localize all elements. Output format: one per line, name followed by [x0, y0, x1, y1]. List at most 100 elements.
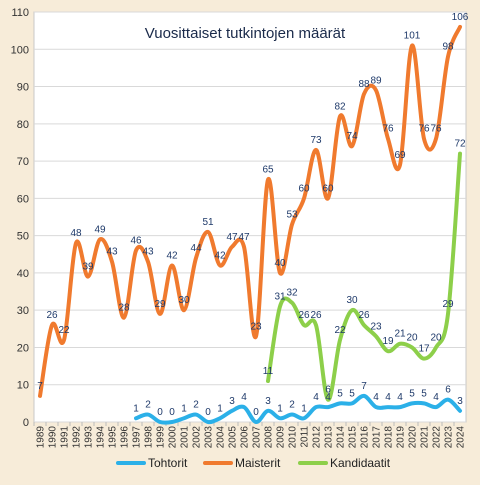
- data-label: 32: [286, 288, 298, 299]
- x-tick-label: 2004: [216, 426, 227, 449]
- data-label: 6: [445, 385, 451, 396]
- series-line-tohtorit: [134, 393, 462, 425]
- data-label: 47: [238, 232, 250, 243]
- data-label: 3: [265, 396, 271, 407]
- data-label: 6: [325, 385, 331, 396]
- x-tick-label: 1995: [108, 426, 119, 449]
- legend: Tohtorit Maisterit Kandidaatit: [116, 456, 391, 470]
- data-label: 3: [457, 396, 463, 407]
- series-lines: [38, 24, 462, 425]
- legend-label-kandidaatit: Kandidaatit: [330, 456, 391, 470]
- y-tick-label: 90: [17, 82, 29, 94]
- data-label: 19: [382, 336, 394, 347]
- data-label: 26: [298, 310, 310, 321]
- data-label: 89: [370, 75, 382, 86]
- x-tick-label: 2017: [372, 426, 383, 449]
- y-tick-label: 110: [11, 7, 29, 19]
- y-axis-ticks: 0 10 20 30 40 50 60 70 80 90 100 110: [11, 7, 29, 429]
- x-tick-label: 1989: [36, 426, 47, 449]
- data-label: 48: [70, 228, 82, 239]
- x-tick-label: 2021: [420, 426, 431, 449]
- y-tick-label: 0: [23, 417, 29, 429]
- data-label: 28: [118, 303, 130, 314]
- x-tick-label: 2014: [336, 426, 347, 449]
- x-tick-label: 2001: [180, 426, 191, 449]
- data-label: 88: [358, 79, 370, 90]
- data-label: 7: [361, 381, 367, 392]
- x-tick-label: 1999: [156, 426, 167, 449]
- grid-lines: [34, 11, 466, 423]
- data-label: 98: [442, 42, 454, 53]
- x-tick-label: 2008: [264, 426, 275, 449]
- x-tick-label: 2022: [432, 426, 443, 449]
- data-label: 22: [334, 325, 346, 336]
- data-label: 72: [454, 139, 466, 150]
- data-label: 4: [397, 392, 403, 403]
- x-tick-label: 2024: [456, 426, 467, 449]
- data-label: 49: [94, 224, 106, 235]
- x-tick-label: 1992: [72, 426, 83, 449]
- data-label: 23: [370, 321, 382, 332]
- x-tick-label: 2011: [300, 426, 311, 448]
- data-label: 47: [226, 232, 238, 243]
- data-label: 4: [313, 392, 319, 403]
- data-label: 20: [406, 332, 418, 343]
- data-label: 106: [452, 12, 469, 23]
- y-tick-label: 60: [17, 193, 29, 205]
- series-line-maisterit: [38, 24, 462, 398]
- plot-area: [33, 11, 467, 423]
- data-label: 0: [169, 407, 175, 418]
- data-label: 26: [310, 310, 322, 321]
- data-label: 60: [298, 183, 310, 194]
- x-tick-label: 2015: [348, 426, 359, 449]
- data-label: 4: [433, 392, 439, 403]
- data-label: 22: [58, 325, 70, 336]
- data-label: 46: [130, 236, 142, 247]
- x-tick-label: 1993: [84, 426, 95, 449]
- x-tick-label: 1998: [144, 426, 155, 449]
- data-label: 74: [346, 131, 358, 142]
- data-label: 7: [37, 381, 43, 392]
- data-label: 4: [325, 392, 331, 403]
- y-tick-label: 100: [11, 44, 29, 56]
- data-label: 5: [337, 388, 343, 399]
- data-label: 5: [409, 388, 415, 399]
- data-label: 0: [253, 407, 259, 418]
- y-tick-label: 70: [17, 156, 29, 168]
- x-tick-label: 1994: [96, 426, 107, 449]
- data-label: 51: [202, 217, 214, 228]
- data-label: 82: [334, 101, 346, 112]
- x-tick-label: 1997: [132, 426, 143, 449]
- x-axis-ticks: 1989 1990 1991 1992 1993 1994 1995 1996 1997 1998…: [33, 422, 467, 449]
- x-tick-label: 2009: [276, 426, 287, 449]
- data-label: 31: [274, 291, 286, 302]
- x-tick-label: 1996: [120, 426, 131, 449]
- data-label: 42: [214, 250, 226, 261]
- data-label: 11: [263, 366, 274, 377]
- data-label: 26: [46, 310, 58, 321]
- data-label: 4: [373, 392, 379, 403]
- y-tick-label: 20: [17, 342, 29, 354]
- x-tick-label: 2010: [288, 426, 299, 449]
- x-tick-label: 1990: [48, 426, 59, 449]
- data-label: 5: [421, 388, 427, 399]
- data-label: 43: [106, 247, 118, 258]
- data-label: 43: [142, 247, 154, 258]
- data-label: 17: [418, 344, 430, 355]
- x-tick-label: 2018: [384, 426, 395, 449]
- x-tick-label: 1991: [60, 426, 71, 449]
- data-label: 1: [133, 403, 139, 414]
- legend-label-tohtorit: Tohtorit: [148, 456, 188, 470]
- data-label: 101: [404, 31, 421, 42]
- data-label: 21: [394, 329, 406, 340]
- x-tick-label: 2003: [204, 426, 215, 449]
- data-label: 40: [274, 258, 286, 269]
- y-tick-label: 80: [17, 119, 29, 131]
- data-label: 26: [358, 310, 370, 321]
- x-tick-label: 2013: [324, 426, 335, 449]
- data-label: 29: [442, 299, 454, 310]
- x-tick-label: 2023: [444, 426, 455, 449]
- data-label: 2: [289, 400, 295, 411]
